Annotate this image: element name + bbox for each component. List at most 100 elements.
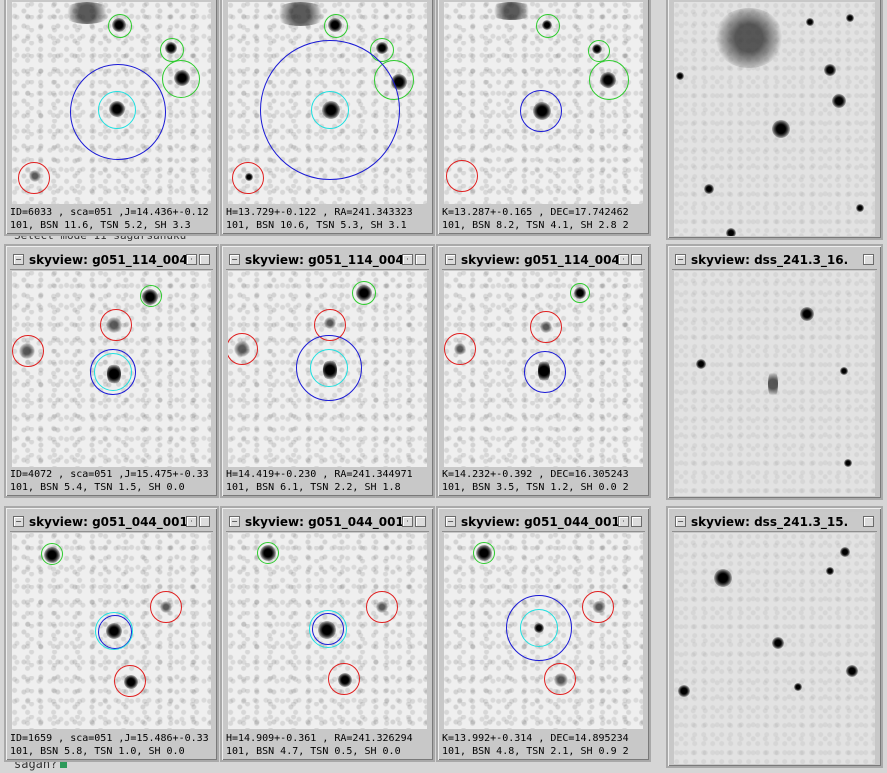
green-marker-ring — [162, 60, 200, 98]
blue-aperture-ring — [520, 90, 562, 132]
maximize-icon[interactable] — [199, 516, 210, 527]
minimize-icon[interactable]: − — [445, 516, 456, 527]
window-titlebar[interactable]: − skyview: dss_241.3_16. — [672, 250, 877, 270]
maximize-icon[interactable] — [631, 516, 642, 527]
caption-line-1: H=14.909+-0.361 , RA=241.326294 — [226, 733, 413, 744]
maximize-icon[interactable] — [415, 254, 426, 265]
star — [824, 64, 836, 76]
dss-image[interactable] — [674, 2, 875, 236]
j-band-image[interactable] — [12, 2, 211, 204]
galaxy-blob — [489, 2, 534, 20]
galaxy-blob — [273, 2, 328, 26]
terminal-cursor — [60, 759, 68, 768]
star — [844, 459, 852, 467]
restore-icon[interactable]: · — [618, 254, 629, 265]
green-marker-ring — [140, 285, 162, 307]
h-band-image[interactable] — [228, 271, 427, 467]
minimize-icon[interactable]: − — [13, 254, 24, 265]
caption-line-1: ID=1659 , sca=051 ,J=15.486+-0.33 — [10, 733, 209, 744]
dss-image[interactable] — [674, 533, 875, 764]
blue-aperture-ring — [506, 595, 572, 661]
skyview-window-r1c2[interactable]: H=13.729+-0.122 , RA=241.343323 101, BSN … — [220, 0, 435, 236]
window-titlebar[interactable]: − skyview: g051_114_0040 · — [226, 250, 429, 270]
k-band-image[interactable] — [444, 2, 643, 204]
caption-line-1: K=13.992+-0.314 , DEC=14.895234 — [442, 733, 629, 744]
caption: K=13.287+-0.165 , DEC=17.742462 101, BSN … — [442, 206, 647, 232]
skyview-window-r2c2[interactable]: − skyview: g051_114_0040 · H=14.419+-0.2… — [220, 244, 435, 498]
blue-aperture-ring — [70, 64, 166, 160]
caption-line-1: ID=4072 , sca=051 ,J=15.475+-0.33 — [10, 469, 209, 480]
window-titlebar[interactable]: − skyview: g051_044_0016 · — [442, 512, 645, 532]
green-marker-ring — [108, 14, 132, 38]
skyview-window-r3c3[interactable]: − skyview: g051_044_0016 · K=13.992+-0.3… — [436, 506, 651, 762]
skyview-window-r3c1[interactable]: − skyview: g051_044_0016 · ID=1659 , sca… — [4, 506, 219, 762]
caption-line-1: H=13.729+-0.122 , RA=241.343323 — [226, 207, 413, 218]
k-band-image[interactable] — [444, 271, 643, 467]
window-title: skyview: g051_044_0016 — [245, 514, 402, 529]
blue-aperture-ring — [90, 349, 136, 395]
caption-line-2: 101, BSN 4.7, TSN 0.5, SH 0.0 — [226, 746, 401, 757]
star — [806, 18, 814, 26]
red-marker-ring — [150, 591, 182, 623]
k-band-image[interactable] — [444, 533, 643, 729]
caption: H=13.729+-0.122 , RA=241.343323 101, BSN … — [226, 206, 431, 232]
minimize-icon[interactable]: − — [13, 516, 24, 527]
red-marker-ring — [544, 663, 576, 695]
star — [772, 637, 784, 649]
restore-icon[interactable]: · — [186, 516, 197, 527]
minimize-icon[interactable]: − — [229, 516, 240, 527]
window-titlebar[interactable]: − skyview: g051_044_0016 · — [226, 512, 429, 532]
restore-icon[interactable]: · — [402, 254, 413, 265]
window-title: skyview: g051_044_0016 — [461, 514, 618, 529]
green-marker-ring — [352, 281, 376, 305]
skyview-window-r2c1[interactable]: − skyview: g051_114_0040 · ID=4072 , sca… — [4, 244, 219, 498]
caption: H=14.419+-0.230 , RA=241.344971 101, BSN … — [226, 468, 431, 494]
red-marker-ring — [232, 162, 264, 194]
restore-icon[interactable]: · — [402, 516, 413, 527]
green-marker-ring — [570, 283, 590, 303]
cyan-target-ring — [309, 610, 347, 648]
restore-icon[interactable]: · — [186, 254, 197, 265]
maximize-icon[interactable] — [199, 254, 210, 265]
skyview-window-r3c2[interactable]: − skyview: g051_044_0016 · H=14.909+-0.3… — [220, 506, 435, 762]
minimize-icon[interactable]: − — [675, 516, 686, 527]
j-band-image[interactable] — [12, 533, 211, 729]
minimize-icon[interactable]: − — [229, 254, 240, 265]
star — [846, 14, 854, 22]
h-band-image[interactable] — [228, 2, 427, 204]
skyview-window-r2c3[interactable]: − skyview: g051_114_0040 · K=14.232+-0.3… — [436, 244, 651, 498]
dss-image[interactable] — [674, 271, 875, 496]
window-titlebar[interactable]: − skyview: g051_044_0016 · — [10, 512, 213, 532]
cyan-target-ring — [98, 91, 136, 129]
h-band-image[interactable] — [228, 533, 427, 729]
maximize-icon[interactable] — [863, 516, 874, 527]
j-band-image[interactable] — [12, 271, 211, 467]
skyview-window-r1c3[interactable]: K=13.287+-0.165 , DEC=17.742462 101, BSN … — [436, 0, 651, 236]
window-titlebar[interactable]: − skyview: g051_114_0040 · — [10, 250, 213, 270]
star — [726, 228, 736, 236]
skyview-window-r1c4[interactable] — [666, 0, 883, 240]
star — [704, 184, 714, 194]
window-title: skyview: g051_114_0040 — [245, 252, 402, 267]
star — [840, 367, 848, 375]
maximize-icon[interactable] — [631, 254, 642, 265]
red-marker-ring — [366, 591, 398, 623]
minimize-icon[interactable]: − — [675, 254, 686, 265]
red-marker-ring — [100, 309, 132, 341]
galaxy-blob — [714, 8, 784, 68]
skyview-window-r3c4[interactable]: − skyview: dss_241.3_15. — [666, 506, 883, 768]
window-titlebar[interactable]: − skyview: dss_241.3_15. — [672, 512, 877, 532]
green-marker-ring — [324, 14, 348, 38]
maximize-icon[interactable] — [863, 254, 874, 265]
restore-icon[interactable]: · — [618, 516, 629, 527]
minimize-icon[interactable]: − — [445, 254, 456, 265]
window-titlebar[interactable]: − skyview: g051_114_0040 · — [442, 250, 645, 270]
window-title: skyview: g051_044_0016 — [29, 514, 186, 529]
skyview-window-r1c1[interactable]: ID=6033 , sca=051 ,J=14.436+-0.12 101, BS… — [4, 0, 219, 236]
green-marker-ring — [257, 542, 279, 564]
star — [714, 569, 732, 587]
maximize-icon[interactable] — [415, 516, 426, 527]
caption-line-2: 101, BSN 3.5, TSN 1.2, SH 0.0 2 — [442, 482, 629, 493]
skyview-window-r2c4[interactable]: − skyview: dss_241.3_16. — [666, 244, 883, 500]
star — [826, 567, 834, 575]
